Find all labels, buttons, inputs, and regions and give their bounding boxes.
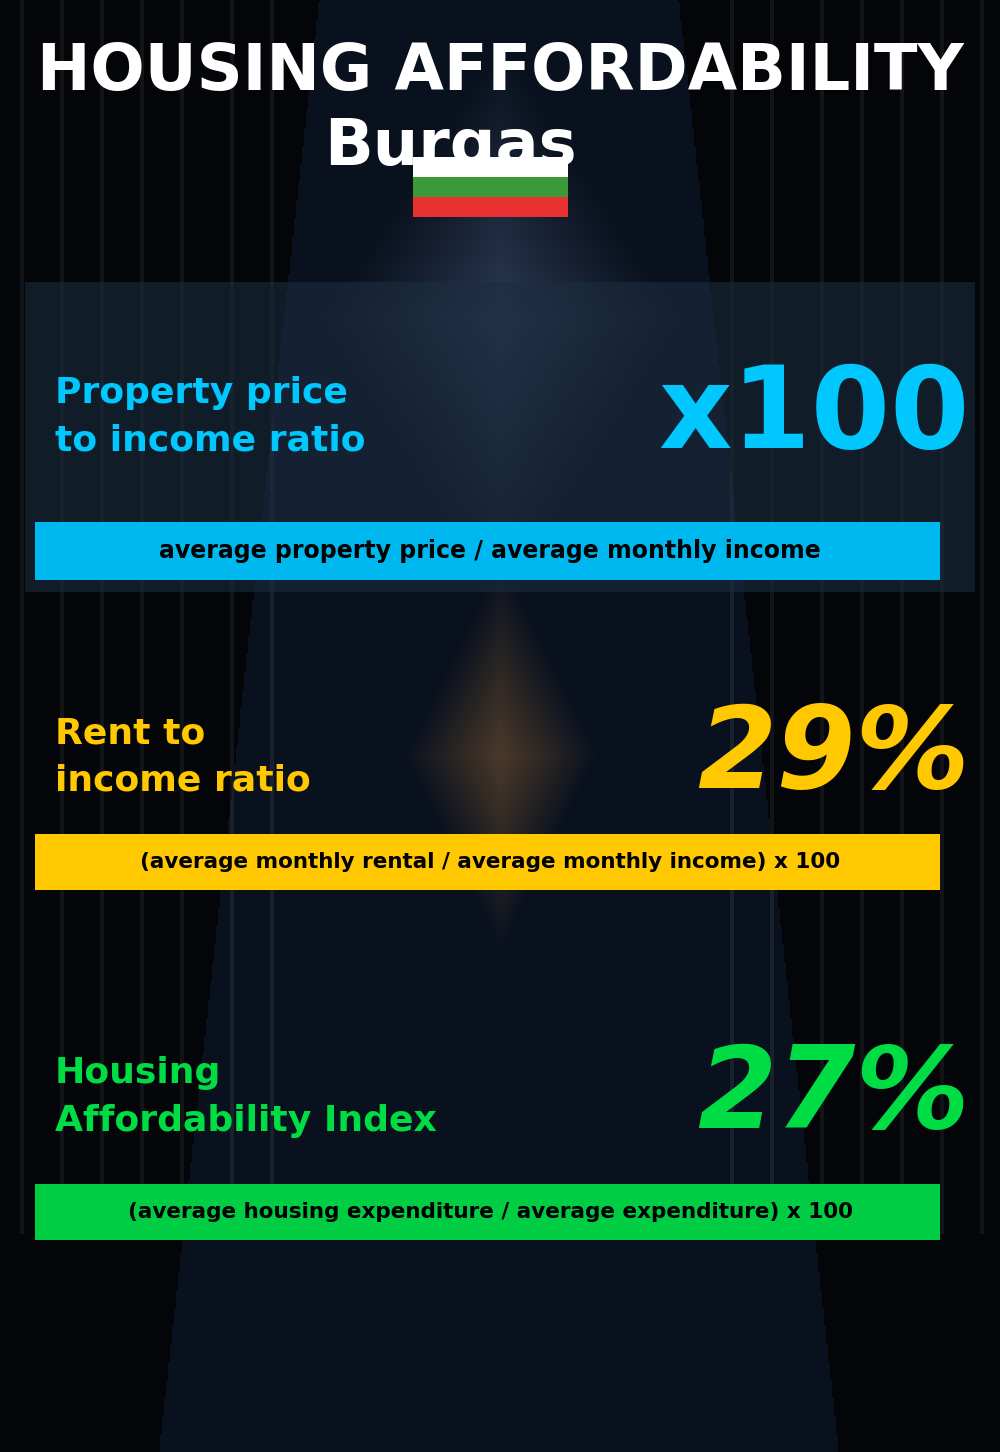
Bar [35,523,940,579]
Bar [413,157,568,177]
Bar [35,833,940,890]
Bar [35,1183,940,1240]
Text: x100: x100 [658,362,970,472]
Text: Burgas: Burgas [324,116,576,179]
Text: (average monthly rental / average monthly income) x 100: (average monthly rental / average monthl… [140,852,840,873]
Text: 27%: 27% [697,1041,970,1153]
Bar [25,282,975,592]
Text: Rent to
income ratio: Rent to income ratio [55,716,311,797]
Text: Housing
Affordability Index: Housing Affordability Index [55,1056,437,1138]
Text: HOUSING AFFORDABILITY: HOUSING AFFORDABILITY [37,41,963,103]
Bar [413,177,568,197]
Text: Property price
to income ratio: Property price to income ratio [55,376,366,457]
Text: average property price / average monthly income: average property price / average monthly… [159,539,821,563]
Text: 29%: 29% [697,701,970,813]
Bar [413,197,568,216]
Text: (average housing expenditure / average expenditure) x 100: (average housing expenditure / average e… [128,1202,852,1223]
